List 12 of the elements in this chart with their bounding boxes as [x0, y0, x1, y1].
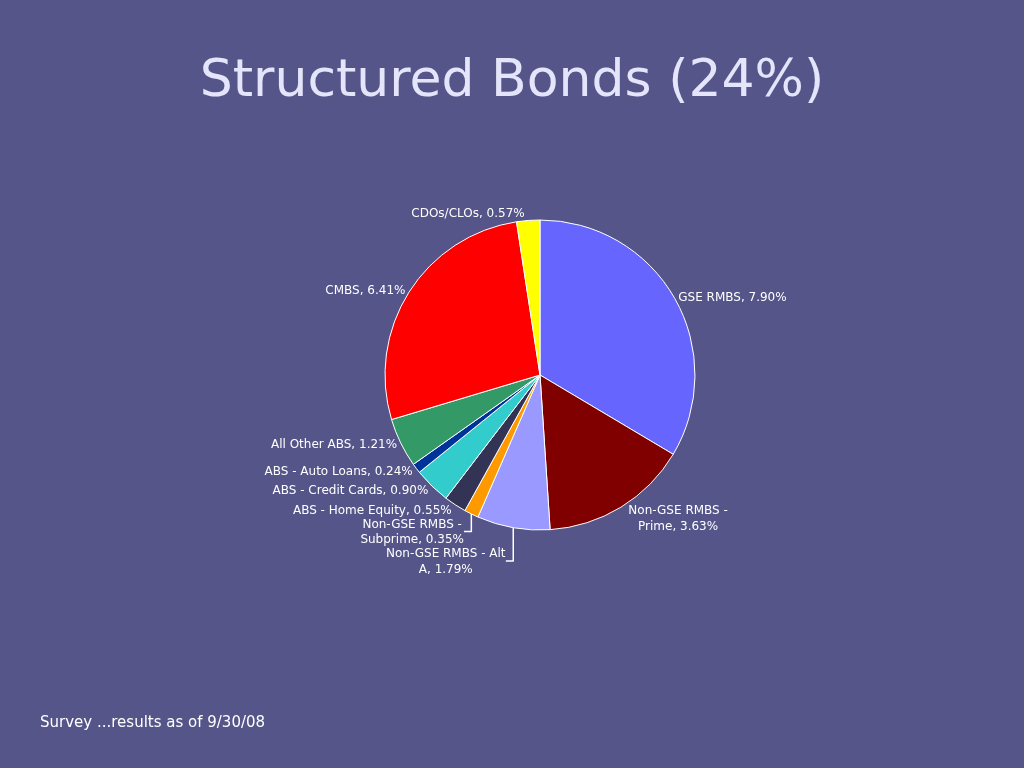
- slice-label: Non-GSE RMBS - Prime, 3.63%: [628, 503, 728, 533]
- slice-label: ABS - Credit Cards, 0.90%: [272, 482, 429, 497]
- slice-label: GSE RMBS, 7.90%: [678, 289, 787, 304]
- slice-label: ABS - Home Equity, 0.55%: [292, 502, 452, 517]
- slice-label: Non-GSE RMBS - Alt A, 1.79%: [386, 546, 506, 576]
- chart-title: Structured Bonds (24%): [199, 48, 825, 109]
- slice-label: Non-GSE RMBS - Subprime, 0.35%: [360, 516, 464, 547]
- slice-label: ABS - Auto Loans, 0.24%: [264, 463, 413, 478]
- text: Survey ...results as of 9/30/08: [40, 713, 266, 731]
- slice-label: CDOs/CLOs, 0.57%: [411, 206, 525, 221]
- slice-label: CMBS, 6.41%: [325, 283, 406, 298]
- slice-label: All Other ABS, 1.21%: [270, 437, 398, 452]
